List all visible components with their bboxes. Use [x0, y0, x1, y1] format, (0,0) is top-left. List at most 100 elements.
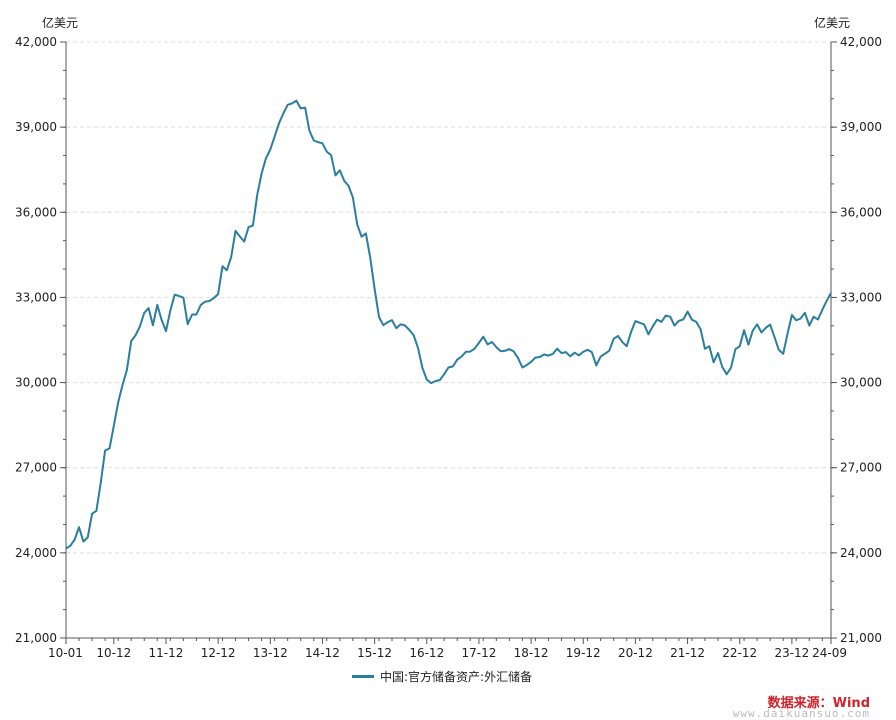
- data-point: [395, 327, 397, 329]
- y-tick-label-left: 30,000: [15, 376, 57, 390]
- data-point: [408, 329, 410, 331]
- data-point: [595, 364, 597, 366]
- data-point: [265, 157, 267, 159]
- data-point: [813, 316, 815, 318]
- data-point: [248, 226, 250, 228]
- data-point: [739, 345, 741, 347]
- data-point: [765, 327, 767, 329]
- data-point: [791, 314, 793, 316]
- data-point: [330, 154, 332, 156]
- data-point: [830, 292, 832, 294]
- y-tick-label-right: 39,000: [840, 120, 882, 134]
- data-point: [474, 348, 476, 350]
- data-point: [717, 352, 719, 354]
- data-point: [769, 324, 771, 326]
- data-point: [287, 104, 289, 106]
- data-point: [660, 321, 663, 323]
- data-point: [69, 545, 71, 547]
- data-point: [782, 353, 784, 355]
- data-point: [252, 225, 254, 227]
- data-point: [152, 324, 154, 326]
- data-point: [365, 232, 367, 234]
- data-point: [708, 345, 710, 347]
- data-point: [269, 148, 271, 151]
- data-point: [673, 325, 676, 327]
- data-point: [465, 351, 467, 353]
- y-tick-label-right: 24,000: [840, 546, 882, 560]
- data-point: [165, 330, 167, 332]
- data-point: [382, 324, 384, 326]
- data-point: [361, 236, 363, 238]
- x-tick-label: 14-12: [305, 646, 340, 660]
- x-tick-label: 17-12: [461, 646, 496, 660]
- data-point: [378, 316, 380, 318]
- y-tick-label-right: 33,000: [840, 290, 882, 304]
- data-point: [413, 334, 415, 336]
- data-point: [656, 319, 658, 321]
- x-tick-label: 19-12: [566, 646, 601, 660]
- x-tick-label: 20-12: [618, 646, 653, 660]
- data-point: [156, 304, 158, 306]
- data-point: [652, 325, 654, 327]
- y-tick-label-left: 39,000: [15, 120, 57, 134]
- data-point: [174, 294, 176, 296]
- data-point: [634, 320, 637, 322]
- data-point: [682, 318, 684, 321]
- data-point: [687, 311, 689, 313]
- data-point: [230, 256, 232, 258]
- data-point: [130, 340, 132, 342]
- data-point: [713, 361, 715, 363]
- x-tick-label: 22-12: [722, 646, 757, 660]
- data-point: [804, 312, 806, 314]
- data-point: [487, 343, 489, 345]
- data-point: [756, 323, 758, 325]
- data-point: [508, 348, 510, 350]
- data-point: [786, 333, 789, 335]
- data-point: [560, 352, 563, 354]
- data-point: [608, 350, 610, 352]
- x-tick-label: 10-01: [48, 646, 83, 660]
- data-point: [565, 351, 567, 353]
- data-point: [321, 142, 323, 144]
- data-point: [504, 350, 506, 352]
- data-point: [630, 331, 632, 333]
- data-point: [469, 351, 471, 353]
- x-tick-label: 24-09: [812, 646, 847, 660]
- data-point: [547, 355, 550, 357]
- data-point: [665, 315, 667, 317]
- data-point: [778, 349, 780, 351]
- x-tick-label: 11-12: [149, 646, 184, 660]
- data-point: [821, 309, 823, 311]
- data-point: [391, 319, 393, 321]
- legend-label: 中国:官方储备资产:外汇储备: [380, 670, 533, 684]
- data-point: [439, 379, 441, 381]
- x-tick-label: 16-12: [409, 646, 444, 660]
- data-point: [721, 366, 723, 368]
- data-point: [808, 325, 810, 327]
- data-point: [604, 353, 606, 355]
- data-point: [587, 349, 589, 351]
- data-point: [108, 447, 111, 449]
- y-tick-label-right: 27,000: [840, 461, 882, 475]
- data-point: [430, 382, 432, 384]
- data-point: [534, 357, 537, 359]
- x-tick-label: 12-12: [201, 646, 236, 660]
- data-point: [617, 335, 619, 337]
- data-point: [243, 241, 245, 243]
- y-tick-label-left: 24,000: [15, 546, 57, 560]
- data-point: [773, 336, 776, 338]
- data-point: [543, 353, 545, 356]
- data-point: [295, 100, 297, 102]
- y-tick-label-left: 21,000: [15, 631, 57, 645]
- y-tick-label-right: 36,000: [840, 205, 882, 219]
- grid-lines: [66, 41, 831, 554]
- data-point: [148, 307, 150, 309]
- data-point: [460, 356, 463, 358]
- data-point: [521, 366, 524, 369]
- data-point: [121, 384, 124, 386]
- data-point: [65, 547, 67, 550]
- data-point: [352, 197, 354, 199]
- data-point: [500, 350, 502, 352]
- data-point: [678, 320, 680, 322]
